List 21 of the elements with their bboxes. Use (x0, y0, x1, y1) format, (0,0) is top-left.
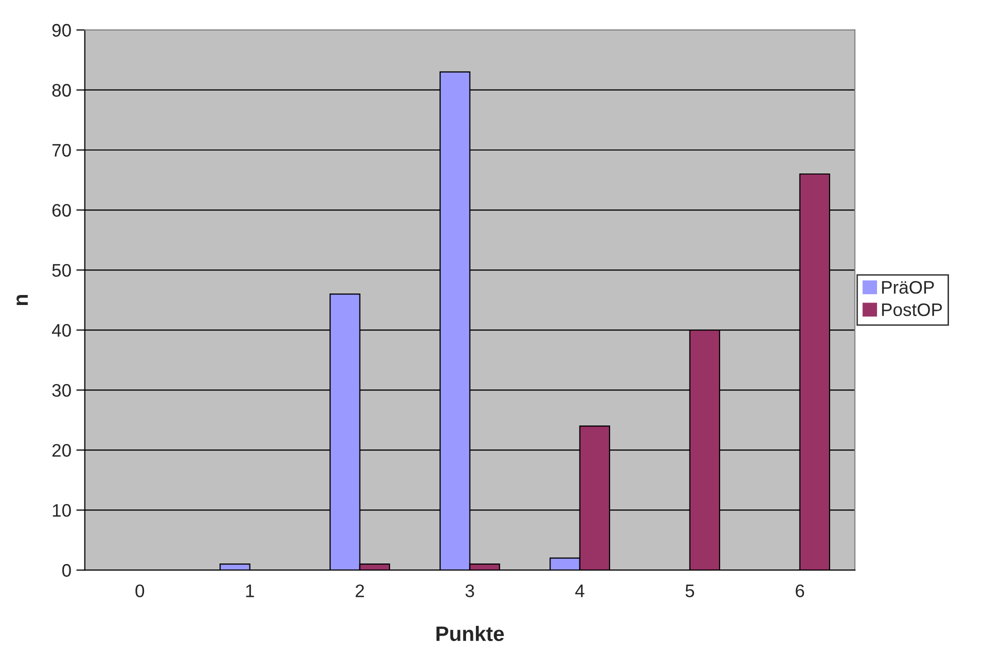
legend-label: PostOP (882, 303, 942, 316)
x-tick-label: 3 (465, 584, 474, 598)
x-axis-title: Punkte (436, 626, 504, 642)
x-tick-label: 4 (575, 584, 584, 598)
x-tick-label: 5 (686, 584, 694, 598)
y-tick-label: 20 (52, 444, 71, 457)
x-tick-label: 6 (796, 584, 804, 598)
y-tick-label: 30 (52, 384, 71, 397)
y-tick-label: 60 (52, 204, 71, 217)
y-tick-label: 80 (52, 84, 71, 97)
y-tick-label: 40 (52, 324, 71, 337)
legend-label: PräOP (882, 280, 934, 294)
y-tick-label: 10 (52, 504, 71, 517)
y-axis-title: n (16, 294, 28, 306)
x-tick-label: 1 (246, 584, 254, 598)
y-tick-label: 0 (62, 564, 71, 577)
x-tick-label: 0 (135, 584, 144, 598)
x-tick-label: 2 (356, 584, 364, 598)
y-tick-label: 70 (52, 144, 71, 157)
y-tick-label: 50 (52, 264, 71, 277)
y-tick-label: 90 (52, 24, 71, 37)
